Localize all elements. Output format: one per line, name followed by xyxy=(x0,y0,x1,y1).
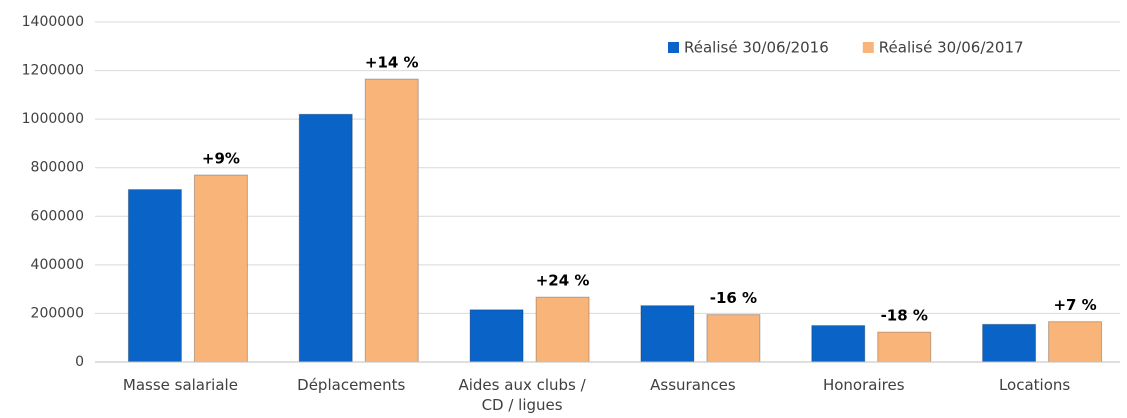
legend-label: Réalisé 30/06/2017 xyxy=(879,39,1024,57)
bar xyxy=(469,309,524,363)
annotation: +14 % xyxy=(365,54,419,72)
y-tick-label: 0 xyxy=(75,354,84,370)
bar xyxy=(706,314,761,363)
bar xyxy=(640,305,695,363)
bar xyxy=(877,331,932,363)
annotation: +24 % xyxy=(536,272,590,290)
x-tick-label: Masse salariale xyxy=(122,376,238,394)
y-tick-label: 1200000 xyxy=(22,63,84,79)
y-tick-label: 800000 xyxy=(31,160,84,176)
x-tick-label: Locations xyxy=(998,376,1071,394)
y-tick-label: 600000 xyxy=(31,208,84,224)
bar xyxy=(982,323,1037,363)
x-tick-label: Assurances xyxy=(650,376,736,394)
bar xyxy=(127,189,182,363)
y-tick-label: 400000 xyxy=(31,257,84,273)
annotation: +7 % xyxy=(1053,296,1096,314)
bar xyxy=(193,174,248,363)
bar xyxy=(811,325,866,363)
legend-swatch xyxy=(668,42,679,53)
bar xyxy=(298,113,353,363)
annotation: +9% xyxy=(202,150,240,168)
x-tick-label: Aides aux clubs / CD / ligues xyxy=(458,376,586,414)
bar xyxy=(535,296,590,363)
annotation: -18 % xyxy=(881,307,928,325)
x-tick-label: Honoraires xyxy=(822,376,905,394)
x-tick-label: Déplacements xyxy=(297,376,406,394)
y-tick-label: 200000 xyxy=(31,305,84,321)
y-tick-label: 1000000 xyxy=(22,111,84,127)
bar xyxy=(364,78,419,363)
legend-swatch xyxy=(862,42,874,53)
annotation: -16 % xyxy=(710,289,757,307)
y-tick-label: 1400000 xyxy=(22,14,84,30)
legend-label: Réalisé 30/06/2016 xyxy=(684,39,829,57)
bar xyxy=(1048,321,1103,363)
